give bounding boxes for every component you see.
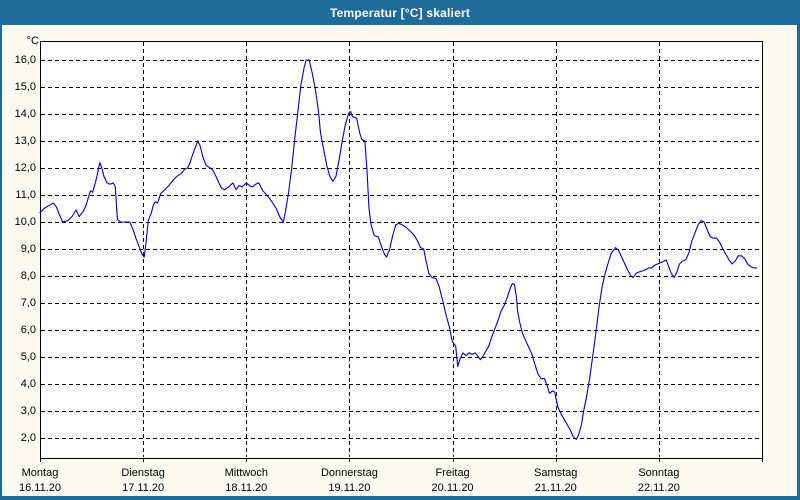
x-tick-date-label: 21.11.20 <box>534 482 577 494</box>
y-tick-label: 6,0 <box>20 324 36 336</box>
x-tick-label: Sonntag 22.11.20 <box>614 466 704 495</box>
x-tick-date-label: 22.11.20 <box>637 482 680 494</box>
x-tick-label: Freitag 20.11.20 <box>408 466 498 495</box>
x-tick-date-label: 16.11.20 <box>18 482 61 494</box>
y-axis-unit-label: °C <box>26 35 39 47</box>
x-tick-day-label: Freitag <box>435 467 470 479</box>
y-tick-label: 8,0 <box>20 270 36 282</box>
window-title: Temperatur [°C] skaliert <box>329 5 471 20</box>
chart-plot-area <box>39 41 763 462</box>
y-tick-label: 7,0 <box>20 297 36 309</box>
x-tick-day-label: Mittwoch <box>224 467 268 479</box>
y-tick-label: 14,0 <box>14 108 36 120</box>
x-tick-date-label: 18.11.20 <box>225 482 268 494</box>
x-tick-label: Dienstag 17.11.20 <box>98 466 188 495</box>
x-tick-date-label: 19.11.20 <box>328 482 371 494</box>
x-tick-day-label: Samstag <box>533 467 578 479</box>
y-tick-label: 13,0 <box>14 135 36 147</box>
y-tick-label: 10,0 <box>14 216 36 228</box>
y-tick-label: 2,0 <box>20 432 36 444</box>
x-tick-day-label: Montag <box>21 467 59 479</box>
x-tick-date-label: 20.11.20 <box>431 482 474 494</box>
y-tick-label: 3,0 <box>20 405 36 417</box>
temperature-line <box>39 59 758 440</box>
y-tick-label: 16,0 <box>14 54 36 66</box>
x-tick-day-label: Donnerstag <box>320 467 378 479</box>
x-tick-day-label: Sonntag <box>638 467 680 479</box>
x-tick-day-label: Dienstag <box>121 467 165 479</box>
chart-body: °C 16,0 15,0 14,0 13,0 12,0 11,0 10,0 9,0 8,0 7,0… <box>2 25 797 496</box>
y-tick-label: 15,0 <box>14 81 36 93</box>
y-tick-label: 12,0 <box>14 162 36 174</box>
y-tick-label: 9,0 <box>20 243 36 255</box>
y-tick-label: 11,0 <box>15 189 36 201</box>
x-tick-label: Mittwoch 18.11.20 <box>201 466 291 495</box>
y-tick-label: 5,0 <box>20 351 36 363</box>
x-tick-label: Donnerstag 19.11.20 <box>304 466 394 495</box>
x-tick-date-label: 17.11.20 <box>122 482 165 494</box>
y-tick-label: 4,0 <box>20 378 36 390</box>
x-tick-label: Samstag 21.11.20 <box>511 466 601 495</box>
x-tick-label: Montag 16.11.20 <box>0 466 85 495</box>
window-titlebar: Temperatur [°C] skaliert <box>0 0 800 25</box>
